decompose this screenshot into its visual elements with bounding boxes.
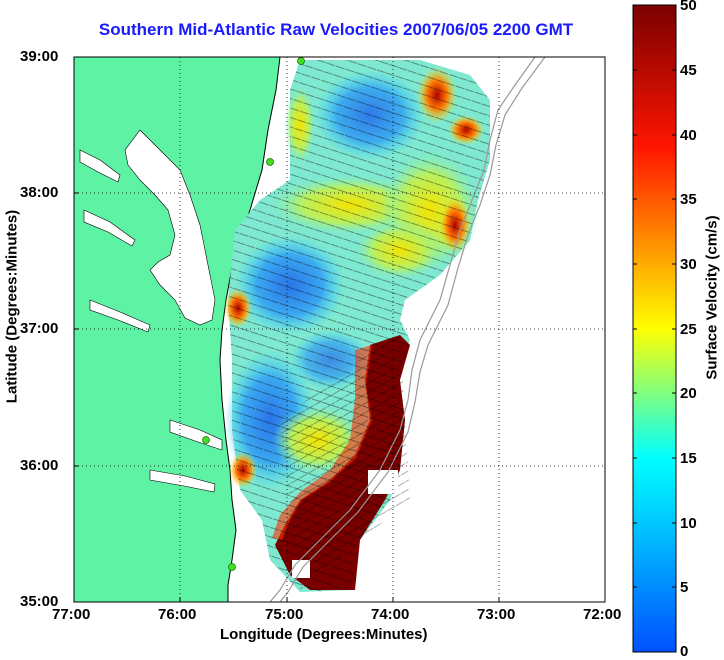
y-tick-label: 38:00 — [20, 184, 59, 201]
chart-title: Southern Mid-Atlantic Raw Velocities 200… — [0, 20, 724, 40]
station-marker — [297, 57, 305, 65]
station-marker — [202, 436, 210, 444]
colorbar-tick-label: 50 — [680, 0, 697, 14]
x-tick-label: 76:00 — [158, 606, 197, 623]
colorbar-tick-label: 0 — [680, 643, 689, 660]
chart-title-text: Southern Mid-Atlantic Raw Velocities 200… — [98, 20, 574, 39]
y-tick-label: 36:00 — [20, 457, 59, 474]
station-markers — [202, 57, 305, 571]
x-tick-label: 74:00 — [371, 606, 410, 623]
x-tick-label: 72:00 — [583, 606, 622, 623]
colorbar-tick-label: 20 — [680, 385, 697, 402]
bay-water — [124, 129, 216, 326]
colorbar-tick-label: 10 — [680, 515, 697, 532]
y-tick-label: 37:00 — [20, 320, 59, 337]
x-axis-label: Longitude (Degrees:Minutes) — [220, 626, 428, 643]
colorbar-tick-label: 25 — [680, 321, 697, 338]
colorbar-tick-label: 30 — [680, 256, 697, 273]
station-marker — [266, 158, 274, 166]
colorbar-tick-label: 5 — [680, 579, 689, 596]
colorbar-tick-label: 40 — [680, 127, 697, 144]
x-tick-label: 77:00 — [52, 606, 91, 623]
y-tick-label: 35:00 — [20, 593, 59, 610]
colorbar — [632, 4, 677, 653]
x-tick-label: 73:00 — [477, 606, 516, 623]
y-tick-label: 39:00 — [20, 48, 59, 65]
colorbar-tick-label: 15 — [680, 450, 697, 467]
colorbar-label: Surface Velocity (cm/s) — [703, 215, 721, 380]
y-axis-label: Latitude (Degrees:Minutes) — [3, 209, 21, 404]
land-mass — [74, 57, 280, 602]
colorbar-tick-label: 45 — [680, 62, 697, 79]
station-marker — [228, 563, 236, 571]
colorbar-tick-label: 35 — [680, 191, 697, 208]
x-tick-label: 75:00 — [265, 606, 304, 623]
